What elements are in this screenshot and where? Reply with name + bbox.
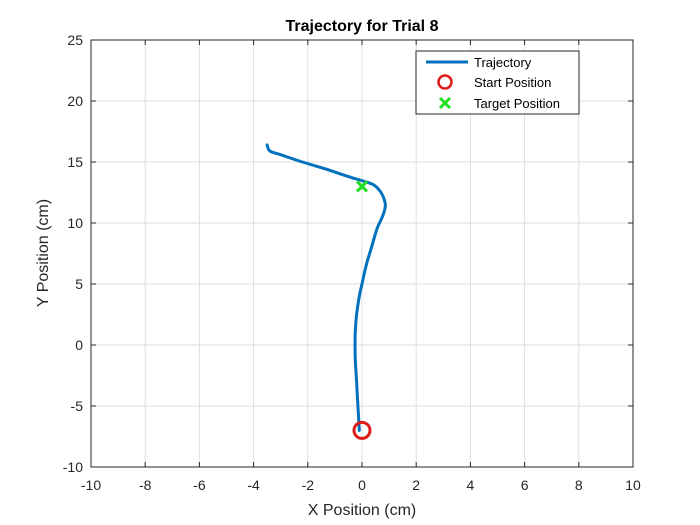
- target-marker-stroke: [355, 180, 369, 193]
- y-axis-label: Y Position (cm): [35, 199, 52, 307]
- x-tick-label: 6: [521, 477, 529, 493]
- x-tick-label: -6: [193, 477, 206, 493]
- legend-entry-trajectory: Trajectory: [474, 55, 532, 70]
- x-tick-label: 8: [575, 477, 583, 493]
- y-tick-label: 10: [67, 215, 83, 231]
- y-tick-label: 0: [75, 337, 83, 353]
- legend-entry-target-position: Target Position: [474, 96, 560, 111]
- x-axis-label: X Position (cm): [308, 502, 416, 519]
- x-tick-label: -8: [139, 477, 152, 493]
- x-axis-ticks: -10 -8 -6 -4 -2 0 2 4 6 8 10: [81, 40, 641, 493]
- trajectory-line: [265, 143, 387, 432]
- y-tick-label: -5: [71, 398, 84, 414]
- y-tick-label: -10: [63, 459, 83, 475]
- series-layer: [265, 143, 387, 432]
- legend-target-x-icon: [438, 96, 452, 110]
- x-tick-label: -2: [302, 477, 315, 493]
- y-tick-label: 15: [67, 154, 83, 170]
- start-position-marker: [352, 420, 372, 440]
- legend-start-circle-icon: [437, 74, 453, 90]
- y-tick-label: 25: [67, 32, 83, 48]
- marker-layer: [352, 180, 372, 440]
- x-tick-label: 0: [358, 477, 366, 493]
- y-tick-label: 5: [75, 276, 83, 292]
- legend-entry-start-position: Start Position: [474, 75, 551, 90]
- y-tick-label: 20: [67, 93, 83, 109]
- target-position-marker: [355, 180, 369, 193]
- x-tick-label: -4: [247, 477, 260, 493]
- x-tick-label: 2: [412, 477, 420, 493]
- y-axis-ticks: -10 -5 0 5 10 15 20 25: [63, 32, 633, 475]
- chart-title: Trajectory for Trial 8: [286, 18, 439, 35]
- x-tick-label: 10: [625, 477, 641, 493]
- x-tick-label: -10: [81, 477, 101, 493]
- x-tick-label: 4: [467, 477, 475, 493]
- legend: Trajectory Start Position Target Positio…: [415, 50, 580, 115]
